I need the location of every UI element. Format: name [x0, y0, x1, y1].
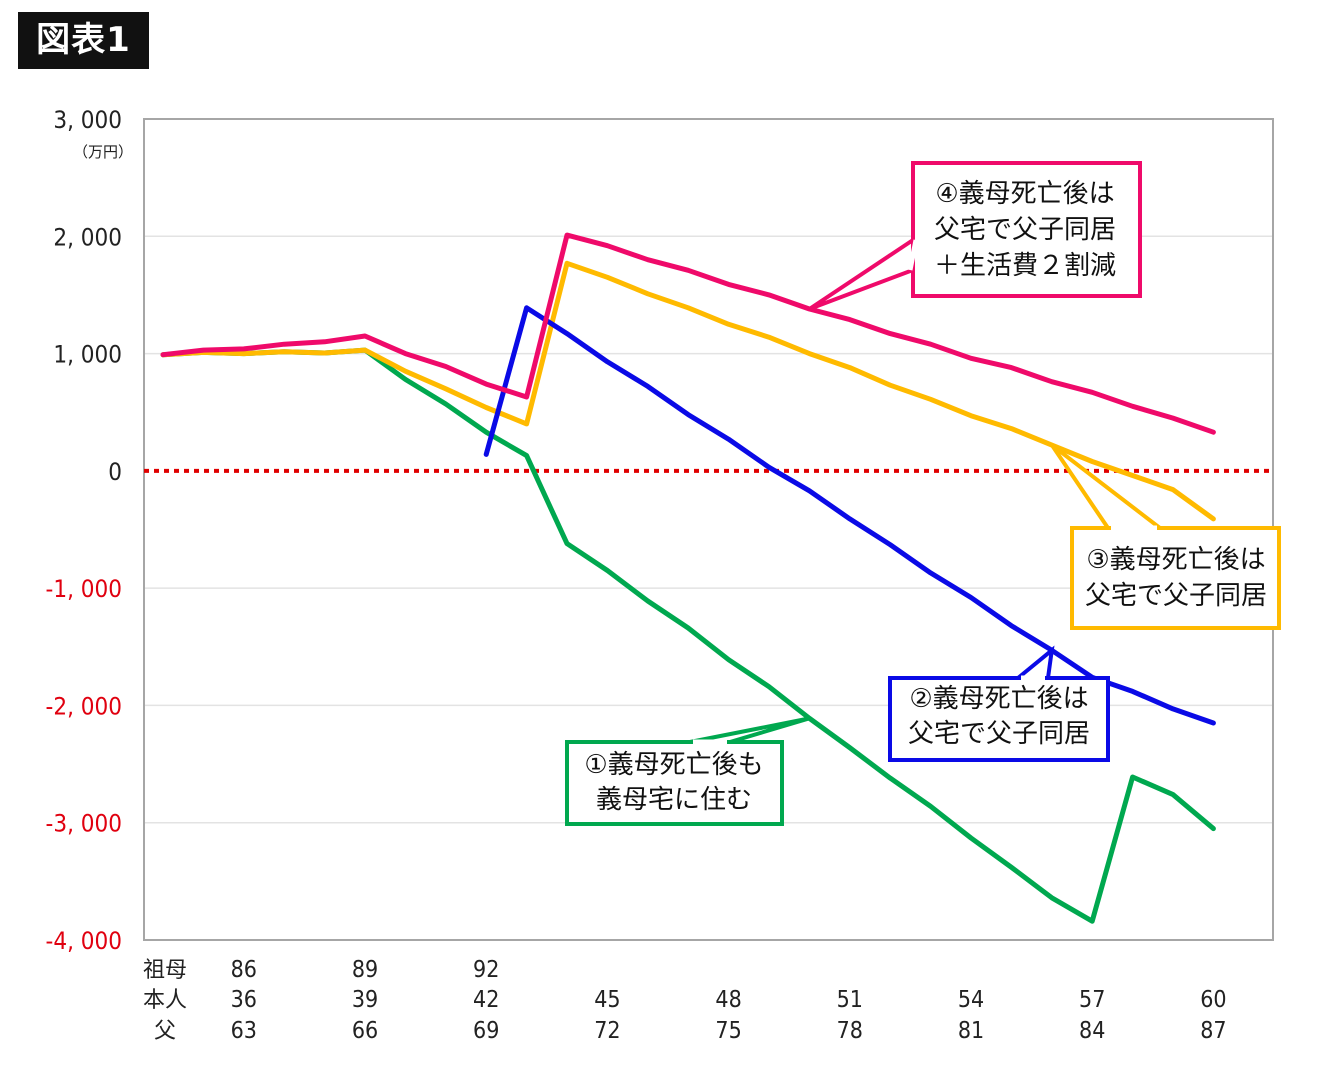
x-tick-label: 75 [715, 1018, 741, 1044]
x-tick-label: 84 [1079, 1018, 1105, 1044]
callout-pointer [1012, 645, 1055, 680]
x-tick-label: 66 [352, 1018, 378, 1044]
callout-text-line: ④義母死亡後は [935, 179, 1114, 209]
x-tick-label: 60 [1200, 987, 1226, 1013]
callout-box [1070, 526, 1281, 630]
series-line-s3 [160, 260, 1216, 522]
y-axis-unit: （万円） [73, 143, 133, 161]
y-axis-ticks: 3, 000 2, 000 1, 000 0 -1, 000 -2, 000 -3, 000… [46, 106, 122, 955]
callout-box [888, 676, 1110, 762]
x-tick-label: 72 [594, 1018, 620, 1044]
y-tick-label: 1, 000 [53, 341, 122, 369]
y-tick-label: -1, 000 [46, 575, 122, 603]
callout-box [911, 161, 1142, 298]
callouts: ④義母死亡後は父宅で父子同居＋生活費２割減③義母死亡後は父宅で父子同居②義母死亡… [565, 161, 1281, 826]
series-line-s4 [160, 232, 1216, 435]
x-tick-label: 54 [958, 987, 984, 1013]
x-tick-label: 78 [837, 1018, 863, 1044]
x-tick-label: 36 [231, 987, 257, 1013]
y-tick-label: -4, 000 [46, 927, 122, 955]
y-tick-label: 3, 000 [53, 106, 122, 134]
x-tick-label: 57 [1079, 987, 1105, 1013]
callout-pointer [808, 236, 915, 311]
callout-text-line: 父宅で父子同居 [1085, 581, 1267, 611]
callout-text-line: ＋生活費２割減 [934, 251, 1116, 281]
x-row-label: 祖母 [143, 958, 187, 983]
figure-tag: 図表1 [18, 12, 149, 69]
x-tick-label: 87 [1200, 1018, 1226, 1044]
callout-text-line: 義母宅に住む [596, 785, 752, 815]
x-tick-label: 86 [231, 957, 257, 983]
series-line-s1 [160, 347, 1216, 924]
callout-text-line: ③義母死亡後は [1086, 545, 1265, 575]
callout-seam [907, 239, 919, 271]
y-tick-label: -3, 000 [46, 810, 122, 838]
x-tick-label: 39 [352, 987, 378, 1013]
x-tick-label: 92 [473, 957, 499, 983]
x-tick-label: 81 [958, 1018, 984, 1044]
x-axis-rows: 祖母 86 89 92 本人 36 39 42 45 48 51 54 57 60 父 63 66 69 72 75 7… [143, 957, 1227, 1044]
y-tick-label: -2, 000 [46, 692, 122, 720]
y-tick-label: 2, 000 [53, 223, 122, 251]
callout-box [565, 740, 784, 826]
x-tick-label: 51 [837, 987, 863, 1013]
callout-text-line: 父宅で父子同居 [934, 215, 1116, 245]
x-row-label: 本人 [143, 988, 187, 1013]
x-tick-label: 48 [715, 987, 741, 1013]
x-tick-label: 42 [473, 987, 499, 1013]
callout-text-line: ①義母死亡後も [584, 750, 763, 780]
x-tick-label: 89 [352, 957, 378, 983]
series-lines [160, 232, 1216, 924]
x-tick-label: 63 [231, 1018, 257, 1044]
callout-text-line: 父宅で父子同居 [908, 719, 1090, 749]
y-tick-label: 0 [108, 458, 122, 486]
callout-pointer [1050, 443, 1166, 530]
x-row-label: 父 [154, 1019, 176, 1044]
x-tick-label: 69 [473, 1018, 499, 1044]
callout-pointer [689, 716, 810, 744]
x-tick-label: 45 [594, 987, 620, 1013]
callout-text-line: ②義母死亡後は [909, 684, 1088, 714]
